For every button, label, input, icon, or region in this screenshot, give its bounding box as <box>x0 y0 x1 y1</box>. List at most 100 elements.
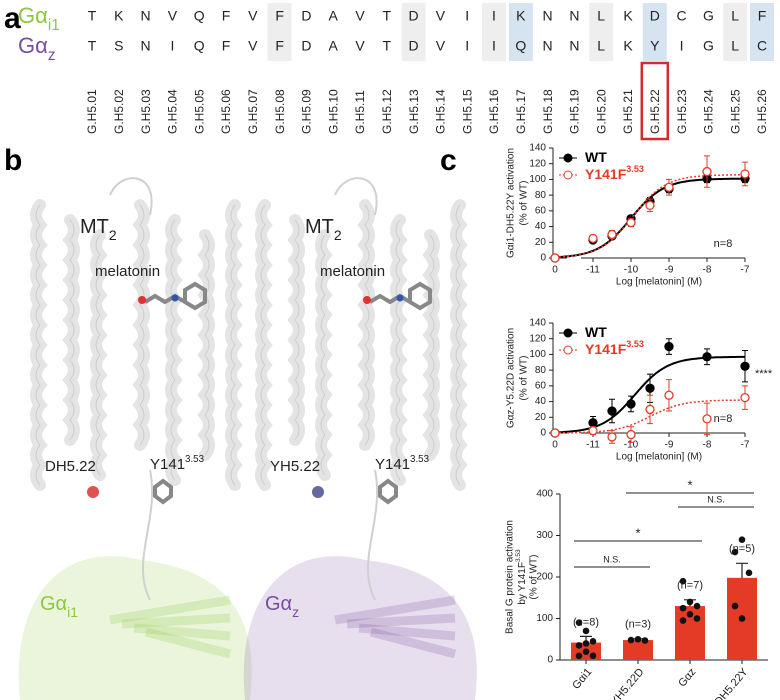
helix-outline <box>455 204 461 486</box>
site-label-part: Y141 <box>150 456 185 473</box>
position-label: G.H5.01 <box>85 89 99 134</box>
x-tick-label: -9 <box>665 440 674 451</box>
receptor-label-part: MT <box>305 216 334 238</box>
position-label: G.H5.15 <box>460 89 474 134</box>
residue: T <box>88 8 97 24</box>
residue: V <box>436 8 446 24</box>
data-point <box>588 425 598 436</box>
data-point <box>738 536 746 543</box>
x-tick-label: -9 <box>665 265 674 276</box>
data-point <box>679 604 687 612</box>
legend-marker <box>563 345 573 355</box>
y-axis-label: Gαz-Y5.22D activation <box>506 328 517 428</box>
position-label: G.H5.06 <box>219 89 233 134</box>
residue: K <box>114 8 124 24</box>
y-tick-label: 20 <box>535 237 547 248</box>
sequence-name: Gαz <box>18 33 56 64</box>
residue: K <box>623 8 633 24</box>
y-tick-label: 40 <box>535 221 547 232</box>
y-tick-label: 100 <box>536 613 553 624</box>
residue: K <box>623 38 633 54</box>
x-axis-label: Log [melatonin] (M) <box>616 277 702 288</box>
residue: G <box>703 8 714 24</box>
y-tick-label: 60 <box>535 380 547 391</box>
data-point <box>588 233 598 244</box>
y-tick-label: 80 <box>535 190 547 201</box>
residue: Q <box>194 8 205 24</box>
receptor-label: MT2 <box>80 216 117 242</box>
helix-outline <box>320 234 326 476</box>
x-tick-label: -8 <box>703 265 712 276</box>
error-bar <box>736 562 748 578</box>
y-tick-label: 400 <box>536 489 553 500</box>
y-tick-label: 80 <box>535 365 547 376</box>
sequence-name-part: i1 <box>48 17 60 34</box>
n-label: (n=5) <box>729 543 755 555</box>
residue-label: YH5.22 <box>270 458 320 475</box>
data-point <box>664 341 674 352</box>
residue: L <box>731 38 739 54</box>
data-point <box>627 636 635 644</box>
x-tick-label: -11 <box>586 440 600 451</box>
n-label: (n=3) <box>625 619 651 631</box>
position-label: G.H5.23 <box>675 89 689 134</box>
loop <box>109 177 153 216</box>
site-label: Y1413.53 <box>375 454 429 473</box>
site-sticks <box>153 478 173 505</box>
g-protein-strand <box>133 623 231 641</box>
data-point <box>588 418 598 428</box>
significance-label: * <box>687 477 692 492</box>
y-tick-label: 100 <box>529 349 546 360</box>
residue: F <box>222 38 231 54</box>
receptor-label-part: 2 <box>334 227 342 243</box>
helix-outline <box>294 219 300 441</box>
legend-label-part: WT <box>585 324 607 340</box>
position-label: G.H5.07 <box>246 89 260 134</box>
residue: V <box>436 38 446 54</box>
residue: A <box>329 38 339 54</box>
position-label: G.H5.20 <box>594 89 608 134</box>
data-point <box>645 200 655 211</box>
data-point <box>693 602 701 610</box>
residue: L <box>597 8 605 24</box>
helix-outline <box>260 204 266 486</box>
significance-label: N.S. <box>707 494 725 504</box>
ligand-oxygen <box>138 296 146 304</box>
residue: I <box>465 8 469 24</box>
data-point <box>550 253 560 263</box>
data-point <box>575 619 583 626</box>
position-label: G.H5.11 <box>353 90 367 134</box>
y-tick-label: 0 <box>540 428 546 439</box>
residue: V <box>248 8 258 24</box>
x-tick-label: -10 <box>624 265 639 276</box>
y-tick-label: 120 <box>529 333 546 344</box>
data-point <box>679 577 687 585</box>
residue: C <box>677 8 687 24</box>
n-label: (n=8) <box>573 616 599 628</box>
position-label: G.H5.13 <box>407 89 421 134</box>
residue: I <box>492 38 496 54</box>
residue: L <box>597 38 605 54</box>
data-point <box>686 598 694 606</box>
residue-atoms <box>312 486 324 498</box>
g-protein-strand <box>346 613 456 629</box>
significance-label: N.S. <box>603 554 621 564</box>
data-point <box>731 548 739 556</box>
variant-highlight <box>642 3 667 61</box>
receptor-label-part: 2 <box>109 227 117 243</box>
data-point <box>575 642 583 649</box>
conserved-highlight <box>589 3 614 61</box>
g-protein-cartoon <box>243 556 477 700</box>
data-point <box>664 182 674 192</box>
helix <box>357 199 375 451</box>
position-label: G.H5.17 <box>514 89 528 134</box>
legend-label-part: WT <box>585 149 607 165</box>
variant-highlight <box>750 3 774 61</box>
legend-label-part: Y141F <box>585 341 627 357</box>
y-axis-label: (% of WT) <box>519 181 530 226</box>
legend-marker <box>563 170 573 180</box>
y-tick-label: 20 <box>535 412 547 423</box>
data-point <box>607 406 617 416</box>
y-axis-label: (% of WT) <box>529 555 540 600</box>
